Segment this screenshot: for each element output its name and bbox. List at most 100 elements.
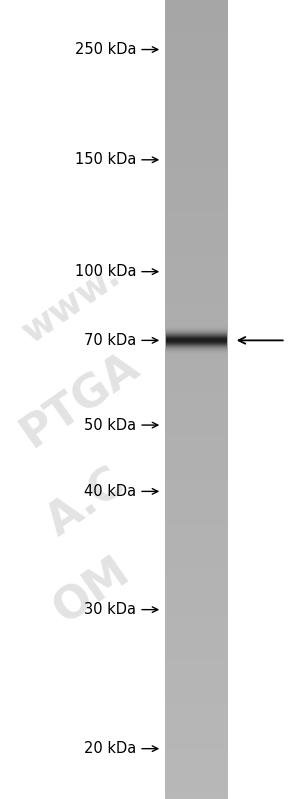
Bar <box>165 483 228 485</box>
Bar <box>165 527 228 529</box>
Bar <box>165 97 228 100</box>
Bar <box>165 658 228 662</box>
Bar <box>165 115 228 117</box>
Bar <box>165 213 228 216</box>
Bar <box>165 281 228 284</box>
Bar <box>165 500 228 503</box>
Text: 40 kDa: 40 kDa <box>84 484 136 499</box>
Bar <box>165 268 228 272</box>
Bar <box>165 87 228 90</box>
Bar <box>165 499 228 502</box>
Bar <box>165 371 228 374</box>
Bar <box>165 179 228 182</box>
Text: A.C: A.C <box>39 461 134 546</box>
Bar <box>165 610 228 614</box>
Bar <box>165 85 228 88</box>
Bar <box>165 484 228 487</box>
Bar <box>165 555 228 558</box>
Bar <box>165 674 228 678</box>
Bar <box>165 285 228 288</box>
Bar <box>165 235 228 238</box>
Bar <box>165 431 228 433</box>
Bar <box>165 333 228 336</box>
Bar <box>165 19 228 22</box>
Bar <box>165 113 228 116</box>
Bar <box>165 626 228 630</box>
Bar <box>165 753 228 755</box>
Bar <box>165 503 228 506</box>
Bar <box>165 137 228 140</box>
Bar <box>165 293 228 296</box>
Bar <box>165 742 228 745</box>
Bar <box>165 173 228 176</box>
Bar <box>165 415 228 417</box>
Bar <box>165 74 228 76</box>
Bar <box>165 774 228 777</box>
Bar <box>165 22 228 24</box>
Bar <box>165 758 228 761</box>
Bar <box>165 47 228 50</box>
Bar <box>165 425 228 427</box>
Bar <box>165 472 228 475</box>
Bar <box>165 435 228 438</box>
Bar <box>165 215 228 217</box>
Bar <box>165 323 228 326</box>
Bar <box>165 529 228 531</box>
Bar <box>165 372 228 376</box>
Bar <box>165 427 228 430</box>
Bar <box>165 259 228 262</box>
Bar <box>165 277 228 280</box>
Bar <box>165 81 228 84</box>
Bar <box>165 105 228 108</box>
Bar <box>165 251 228 254</box>
Bar <box>165 638 228 641</box>
Bar <box>165 551 228 553</box>
Bar <box>165 241 228 244</box>
Bar <box>165 766 228 769</box>
Bar <box>165 601 228 603</box>
Bar <box>165 761 228 763</box>
Bar <box>165 590 228 593</box>
Bar <box>165 455 228 457</box>
Bar <box>165 43 228 46</box>
Bar <box>165 460 228 463</box>
Bar <box>165 726 228 729</box>
Bar <box>165 764 228 767</box>
Bar <box>165 706 228 710</box>
Bar <box>165 351 228 353</box>
Bar <box>165 157 228 160</box>
Bar <box>165 7 228 10</box>
Bar <box>165 393 228 396</box>
Bar <box>165 732 228 735</box>
Bar <box>165 339 228 342</box>
Bar <box>165 199 228 201</box>
Bar <box>165 237 228 240</box>
Bar <box>165 185 228 188</box>
Bar <box>165 119 228 121</box>
Bar <box>165 566 228 569</box>
Bar <box>165 364 228 368</box>
Bar <box>165 307 228 309</box>
Bar <box>165 247 228 249</box>
Bar <box>165 436 228 439</box>
Bar <box>165 78 228 80</box>
Bar <box>165 221 228 224</box>
Bar <box>165 519 228 522</box>
Bar <box>165 209 228 212</box>
Bar <box>165 283 228 286</box>
Bar <box>165 187 228 190</box>
Bar <box>165 740 228 743</box>
Bar <box>165 331 228 334</box>
Bar <box>165 50 228 52</box>
Bar <box>165 754 228 757</box>
Bar <box>165 165 228 168</box>
Bar <box>165 153 228 156</box>
Bar <box>165 700 228 703</box>
Bar <box>165 34 228 36</box>
Bar <box>165 412 228 415</box>
Bar <box>165 479 228 481</box>
Bar <box>165 628 228 631</box>
Bar <box>165 147 228 150</box>
Bar <box>165 10 228 12</box>
Bar <box>165 133 228 136</box>
